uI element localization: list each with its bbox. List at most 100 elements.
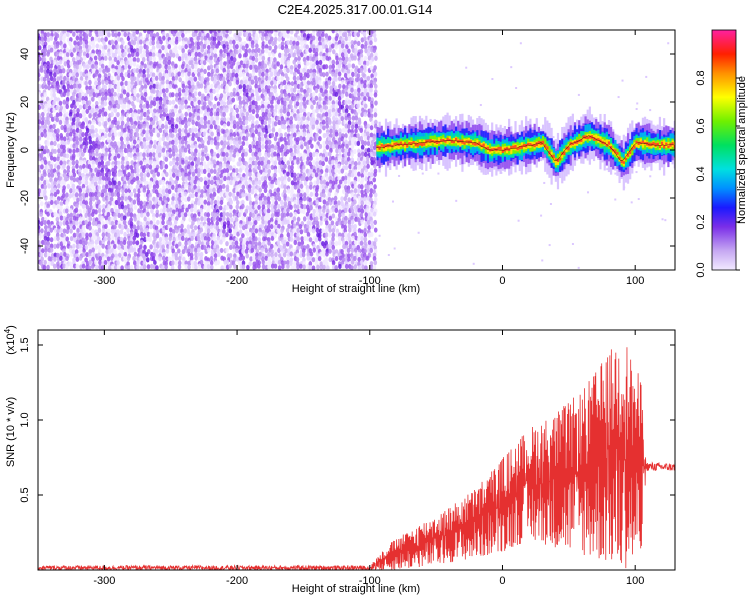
spectrogram-cell [116, 112, 120, 118]
spectrogram-cell [38, 76, 41, 82]
spectrogram-cell [225, 259, 230, 265]
spectrogram-cell [129, 57, 134, 63]
spectrogram-cell [69, 30, 73, 34]
spectrogram-cell [78, 175, 83, 181]
spectrogram-cell [295, 124, 300, 130]
spectrogram-cell [167, 59, 172, 65]
spectrogram-cell [189, 87, 194, 93]
spectrogram-cell [238, 139, 242, 145]
spectrogram-cell [223, 175, 227, 182]
spectrogram-cell [46, 135, 50, 141]
spectrogram-cell [142, 232, 146, 238]
spectrogram-cell [254, 180, 259, 186]
spectrogram-cell [213, 168, 217, 175]
spectrogram-cell [56, 76, 60, 82]
spectrogram-cell [200, 188, 205, 195]
spectrogram-cell [75, 263, 80, 269]
spectrogram-cell [136, 151, 140, 158]
spectrogram-cell [132, 95, 137, 102]
spectrogram-cell [114, 40, 118, 46]
spectrogram-cell [276, 179, 281, 186]
spectrogram-cell [103, 55, 108, 61]
spectrogram-cell [299, 87, 304, 93]
spectrogram-cell [146, 68, 150, 74]
spectrogram-cell [146, 123, 150, 129]
spectrogram-cell [299, 107, 303, 114]
spectrogram-cell [119, 229, 124, 235]
spectrogram-cell [46, 64, 50, 71]
spectrogram-cell [210, 131, 214, 137]
spectrogram-cell [72, 263, 77, 269]
spectrogram-cell [78, 52, 82, 58]
spectrogram-cell [72, 187, 76, 194]
spectrogram-cell [135, 68, 140, 74]
spectrogram-cell [181, 48, 185, 54]
spectrogram-cell [150, 169, 154, 175]
spectrogram-cell [43, 32, 48, 38]
spectrogram-cell [280, 44, 285, 51]
spectrogram-cell [187, 55, 191, 61]
spectrogram-cell [89, 196, 93, 202]
spectrogram-cell [139, 135, 143, 141]
spectrogram-cell [247, 216, 252, 222]
spectrogram-cell [65, 132, 70, 138]
spectrogram-cell [142, 48, 147, 55]
spectrogram-cell [97, 51, 101, 57]
spectrogram-cell [50, 184, 55, 190]
spectrogram-cell [283, 179, 287, 185]
spectrogram-cell [94, 217, 99, 223]
spectrogram-cell [38, 83, 42, 90]
spectrogram-cell [241, 71, 246, 77]
spectrogram-cell [324, 156, 329, 162]
spectrogram-cell [174, 147, 179, 153]
spectrogram-cell [273, 204, 277, 210]
spectrogram-cell [142, 152, 146, 158]
spectrogram-cell [123, 127, 127, 133]
spectrogram-cell [38, 72, 41, 78]
spectrogram-cell [209, 95, 214, 101]
spectrogram-cell [62, 148, 66, 154]
spectrogram-cell [319, 220, 323, 226]
spectrogram-cell [154, 75, 159, 81]
spectrogram-cell [114, 239, 118, 245]
spectrogram-cell [49, 71, 53, 77]
spectrogram-cell [251, 155, 256, 161]
spectrogram-cell [148, 103, 153, 109]
spectrogram-cell [133, 87, 137, 94]
spectrogram-cell [292, 52, 296, 58]
spectrogram-cell [334, 167, 339, 173]
spectrogram-cell [254, 236, 258, 242]
spectrogram-cell [87, 212, 92, 218]
spectrogram-cell [322, 125, 326, 131]
spectrogram-cell [120, 195, 124, 201]
spectrogram-cell [260, 48, 265, 54]
spectrogram-cell [39, 191, 44, 198]
spectrogram-cell [132, 255, 136, 262]
spectrogram-cell [241, 255, 246, 261]
spectrogram-cell [312, 99, 316, 106]
spectrogram-cell [113, 79, 117, 85]
spectrogram-cell [154, 248, 159, 254]
spectrogram-cell [53, 187, 57, 193]
spectrogram-cell [38, 104, 42, 110]
spectrogram-cell [210, 83, 214, 89]
spectrogram-cell [149, 220, 153, 226]
spectrogram-cell [155, 212, 159, 218]
spectrogram-cell [174, 75, 179, 81]
spectrogram-cell [184, 111, 189, 117]
spectrogram-cell [139, 39, 143, 45]
spectrogram-cell [91, 220, 96, 226]
spectrogram-cell [285, 241, 290, 247]
spectrogram-cell [43, 171, 47, 177]
spectrogram-cell [149, 159, 153, 165]
spectrogram-cell [232, 123, 237, 130]
spectrogram-cell [238, 88, 243, 95]
spectrogram-cell [47, 80, 51, 86]
spectrogram-cell [311, 172, 316, 178]
spectrogram-cell [315, 151, 319, 157]
spectrogram-cell [209, 124, 214, 130]
spectrogram-cell [189, 224, 194, 230]
spectrogram-cell [119, 131, 124, 137]
spectrogram-cell [331, 63, 336, 70]
spectrogram-cell [263, 63, 268, 69]
